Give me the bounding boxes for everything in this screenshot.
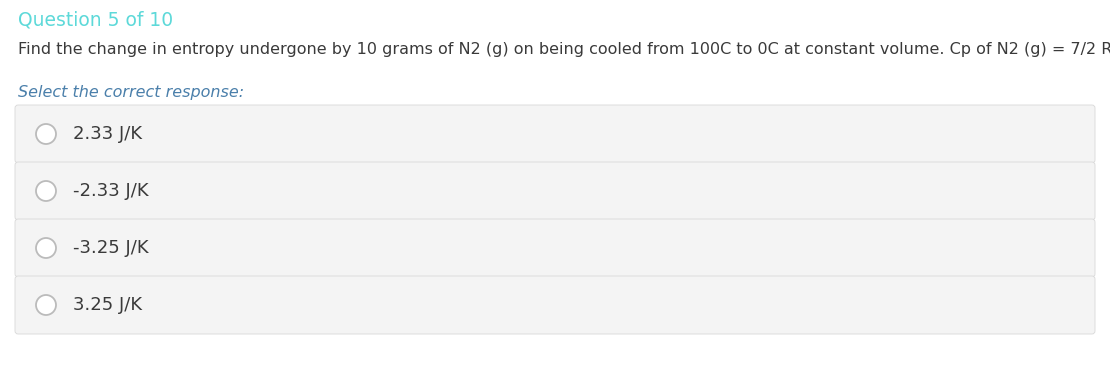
FancyBboxPatch shape — [16, 162, 1094, 220]
Text: Select the correct response:: Select the correct response: — [18, 85, 244, 100]
Text: Find the change in entropy undergone by 10 grams of N2 (g) on being cooled from : Find the change in entropy undergone by … — [18, 42, 1110, 57]
FancyBboxPatch shape — [16, 219, 1094, 277]
Text: -3.25 J/K: -3.25 J/K — [73, 239, 149, 257]
Circle shape — [36, 238, 56, 258]
Text: 2.33 J/K: 2.33 J/K — [73, 125, 142, 143]
FancyBboxPatch shape — [16, 276, 1094, 334]
Circle shape — [36, 295, 56, 315]
Text: Question 5 of 10: Question 5 of 10 — [18, 10, 173, 29]
Circle shape — [36, 181, 56, 201]
Text: -2.33 J/K: -2.33 J/K — [73, 182, 149, 200]
Text: 3.25 J/K: 3.25 J/K — [73, 296, 142, 314]
Circle shape — [36, 124, 56, 144]
FancyBboxPatch shape — [16, 105, 1094, 163]
